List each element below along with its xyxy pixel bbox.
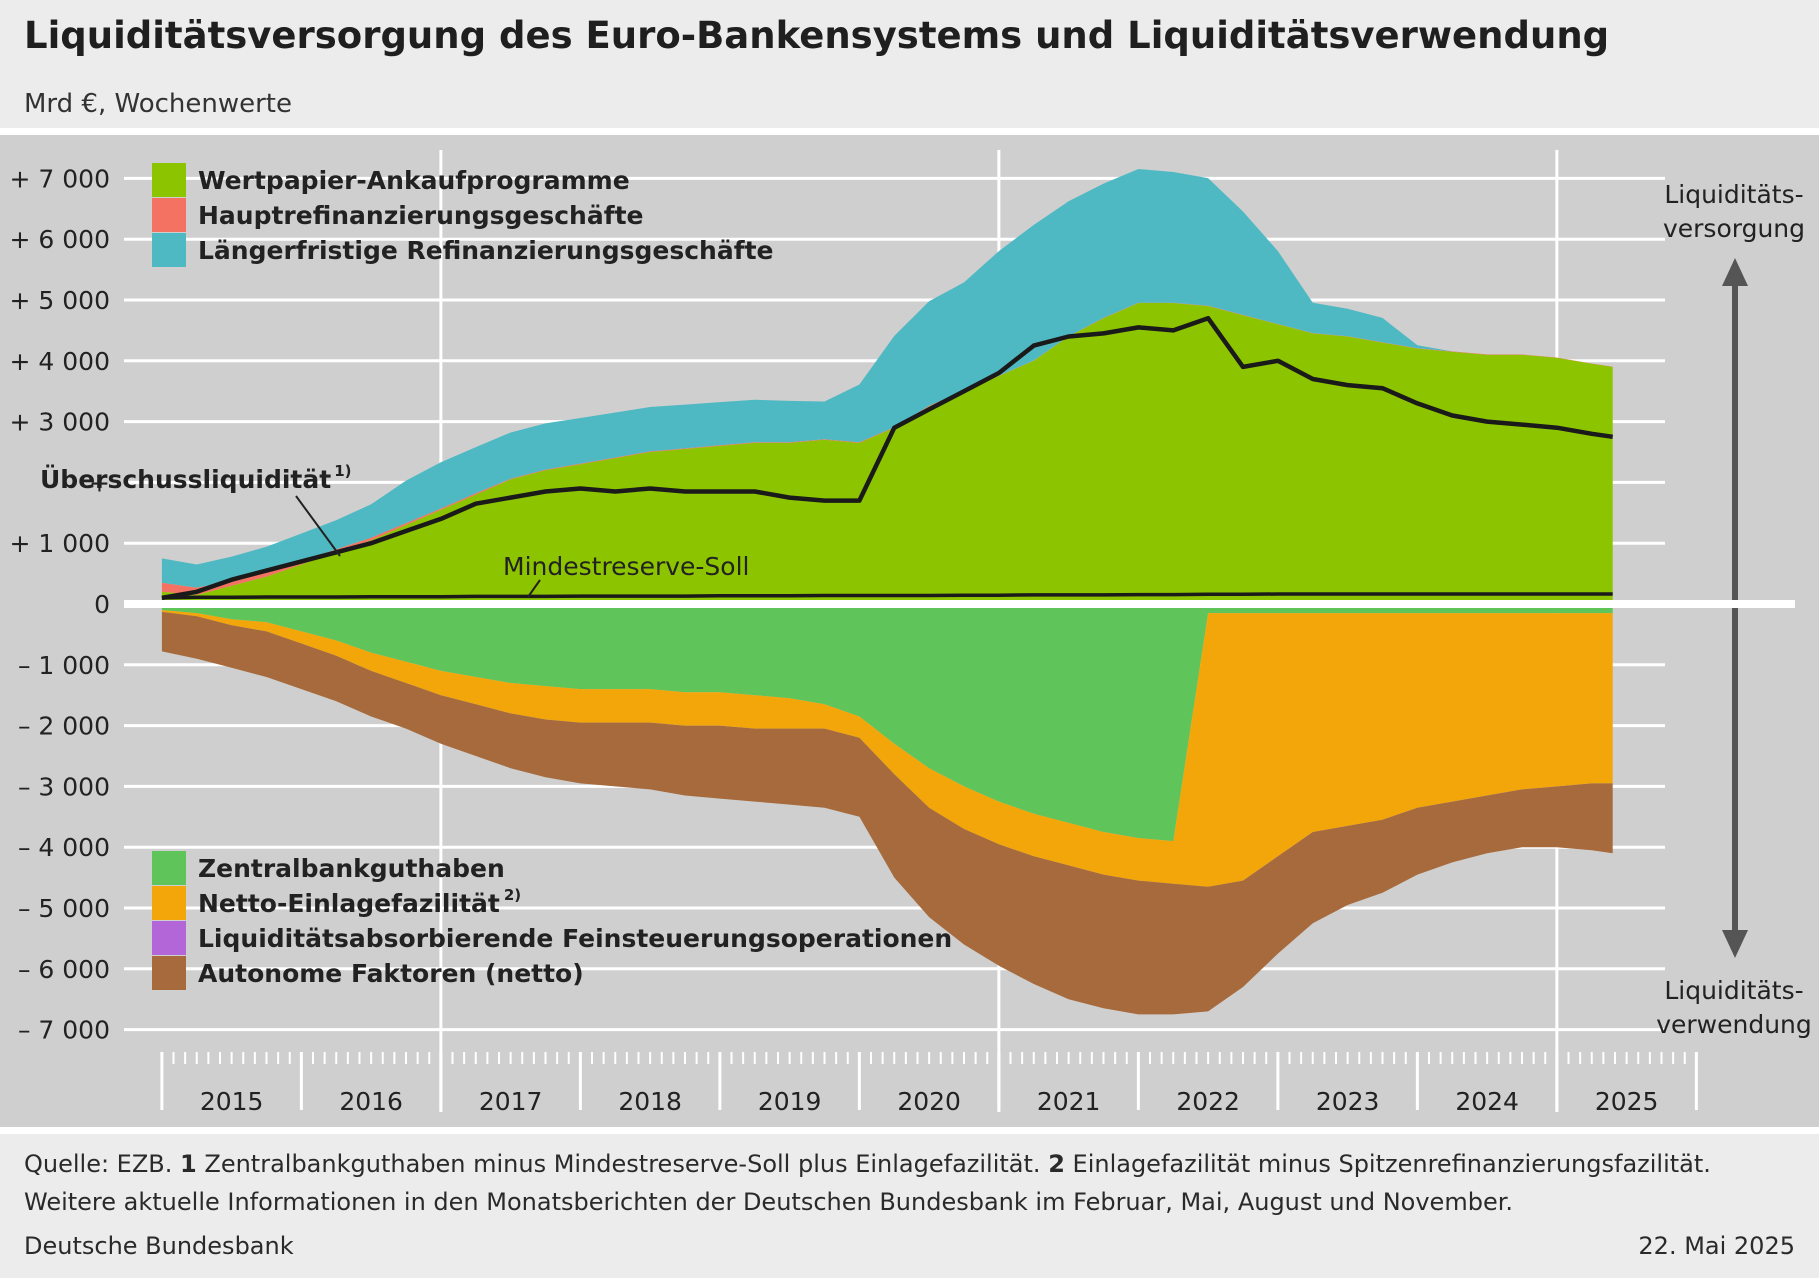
label-supply-top: Liquiditäts-	[1664, 180, 1803, 209]
y-tick-label--2000: – 2 000	[18, 712, 110, 741]
legend-lower-swatch-zentralbankguthaben	[152, 851, 186, 885]
footnote-2-number: 2	[1048, 1150, 1065, 1178]
legend-lower-label-autonome-faktoren-netto: Autonome Faktoren (netto)	[198, 959, 584, 988]
y-tick-label-5000: + 5 000	[10, 286, 110, 315]
y-tick-label-4000: + 4 000	[10, 347, 110, 376]
legend-superscript-2: 2)	[504, 886, 521, 904]
line-mindestreserve-soll	[161, 592, 1613, 600]
arrow-head-up	[1722, 258, 1748, 286]
label-usage-top: Liquiditäts-	[1664, 976, 1803, 1005]
legend-upper-swatch-wertpapier-ankaufprogramme	[152, 163, 186, 197]
x-tick-label-2017: 2017	[479, 1087, 543, 1116]
label-usage-bottom: verwendung	[1656, 1010, 1812, 1039]
x-tick-label-2025: 2025	[1595, 1087, 1659, 1116]
legend-upper-swatch-l-ngerfristige-refinanzierungsgesch-fte	[152, 233, 186, 267]
area-l-ngerfristige-refinanzierungsgesch-fte	[161, 169, 1613, 588]
line-berschussliquidit-t	[161, 315, 1614, 601]
x-tick-label-2024: 2024	[1455, 1087, 1519, 1116]
x-tick-label-2023: 2023	[1316, 1087, 1380, 1116]
x-tick-label-2020: 2020	[897, 1087, 961, 1116]
footnote-line-1: Quelle: EZB. 1 Zentralbankguthaben minus…	[24, 1150, 1711, 1178]
area-zentralbankguthaben	[161, 604, 1613, 842]
footnote-1-text: Zentralbankguthaben minus Mindestreserve…	[204, 1150, 1041, 1178]
top-divider	[0, 128, 1819, 135]
legend-lower-label-liquidit-tsabsorbierende-feinsteuerungsoperationen: Liquiditätsabsorbierende Feinsteuerungso…	[198, 924, 952, 953]
arrow-head-down	[1722, 930, 1748, 958]
area-netto-einlagefazilit-t	[161, 610, 1613, 887]
x-tick-label-2015: 2015	[200, 1087, 264, 1116]
legend-upper-label-hauptrefinanzierungsgesch-fte: Hauptrefinanzierungsgeschäfte	[198, 201, 644, 230]
label-excess-liquidity-superscript: 1)	[334, 462, 351, 480]
x-tick-label-2022: 2022	[1176, 1087, 1240, 1116]
y-tick-label--1000: – 1 000	[18, 651, 110, 680]
area-layer	[161, 169, 1613, 1015]
x-tick-label-2021: 2021	[1037, 1087, 1101, 1116]
label-supply-bottom: versorgung	[1663, 214, 1805, 243]
legend-upper-swatch-hauptrefinanzierungsgesch-fte	[152, 198, 186, 232]
y-tick-label-7000: + 7 000	[10, 164, 110, 193]
legend-layer: Wertpapier-Ankaufprogramme Hauptrefinanzi…	[152, 163, 952, 990]
label-reserve-requirement: Mindestreserve-Soll	[503, 552, 749, 581]
axis-layer: + 7 000 + 6 000 + 5 000 + 4 000 + 3 000 + + 1 …	[10, 164, 1698, 1116]
area-wertpapier-ankaufprogramme	[161, 303, 1613, 604]
footnote-line-2: Weitere aktuelle Informationen in den Mo…	[24, 1188, 1513, 1216]
y-tick-label--6000: – 6 000	[18, 955, 110, 984]
legend-lower-label-zentralbankguthaben: Zentralbankguthaben	[198, 854, 505, 883]
y-tick-label-6000: + 6 000	[10, 225, 110, 254]
y-tick-label-2000: +	[89, 468, 110, 497]
x-tick-label-2016: 2016	[339, 1087, 403, 1116]
legend-upper-label-l-ngerfristige-refinanzierungsgesch-fte: Längerfristige Refinanzierungsgeschäfte	[198, 236, 774, 265]
annotation-layer: Überschussliquidität 1) Mindestreserve-Sol…	[40, 180, 1812, 1039]
footnote-1-number: 1	[180, 1150, 197, 1178]
y-tick-label-3000: + 3 000	[10, 408, 110, 437]
line-layer	[161, 315, 1614, 601]
legend-lower-swatch-liquidit-tsabsorbierende-feinsteuerungsoperationen	[152, 921, 186, 955]
zero-line	[124, 600, 1795, 608]
area-autonome-faktoren-netto	[161, 611, 1613, 1015]
chart-subtitle: Mrd €, Wochenwerte	[24, 89, 292, 119]
legend-lower-swatch-autonome-faktoren-netto	[152, 956, 186, 990]
leader-reserve-requirement	[527, 579, 541, 598]
label-excess-liquidity: Überschussliquidität	[40, 464, 331, 494]
legend-lower-swatch-netto-einlagefazilit-t	[152, 886, 186, 920]
publisher: Deutsche Bundesbank	[24, 1232, 294, 1260]
leader-excess-liquidity	[295, 495, 341, 557]
publication-date: 22. Mai 2025	[1638, 1232, 1795, 1260]
x-tick-label-2018: 2018	[618, 1087, 682, 1116]
legend-upper-label-wertpapier-ankaufprogramme: Wertpapier-Ankaufprogramme	[198, 166, 630, 195]
y-tick-label-1000: + 1 000	[10, 529, 110, 558]
y-tick-label--4000: – 4 000	[18, 833, 110, 862]
y-tick-label--3000: – 3 000	[18, 772, 110, 801]
bottom-divider	[0, 1127, 1819, 1134]
source-note: Quelle: EZB.	[24, 1150, 173, 1178]
legend-lower-label-netto-einlagefazilit-t: Netto-Einlagefazilität	[198, 889, 500, 918]
chart-title: Liquiditätsversorgung des Euro-Bankensys…	[24, 14, 1610, 57]
footnote-2-text: Einlagefazilität minus Spitzenrefinanzie…	[1072, 1150, 1711, 1178]
y-tick-label--5000: – 5 000	[18, 894, 110, 923]
y-tick-label-0: 0	[94, 590, 110, 619]
x-tick-label-2019: 2019	[758, 1087, 822, 1116]
y-tick-label--7000: – 7 000	[18, 1016, 110, 1045]
